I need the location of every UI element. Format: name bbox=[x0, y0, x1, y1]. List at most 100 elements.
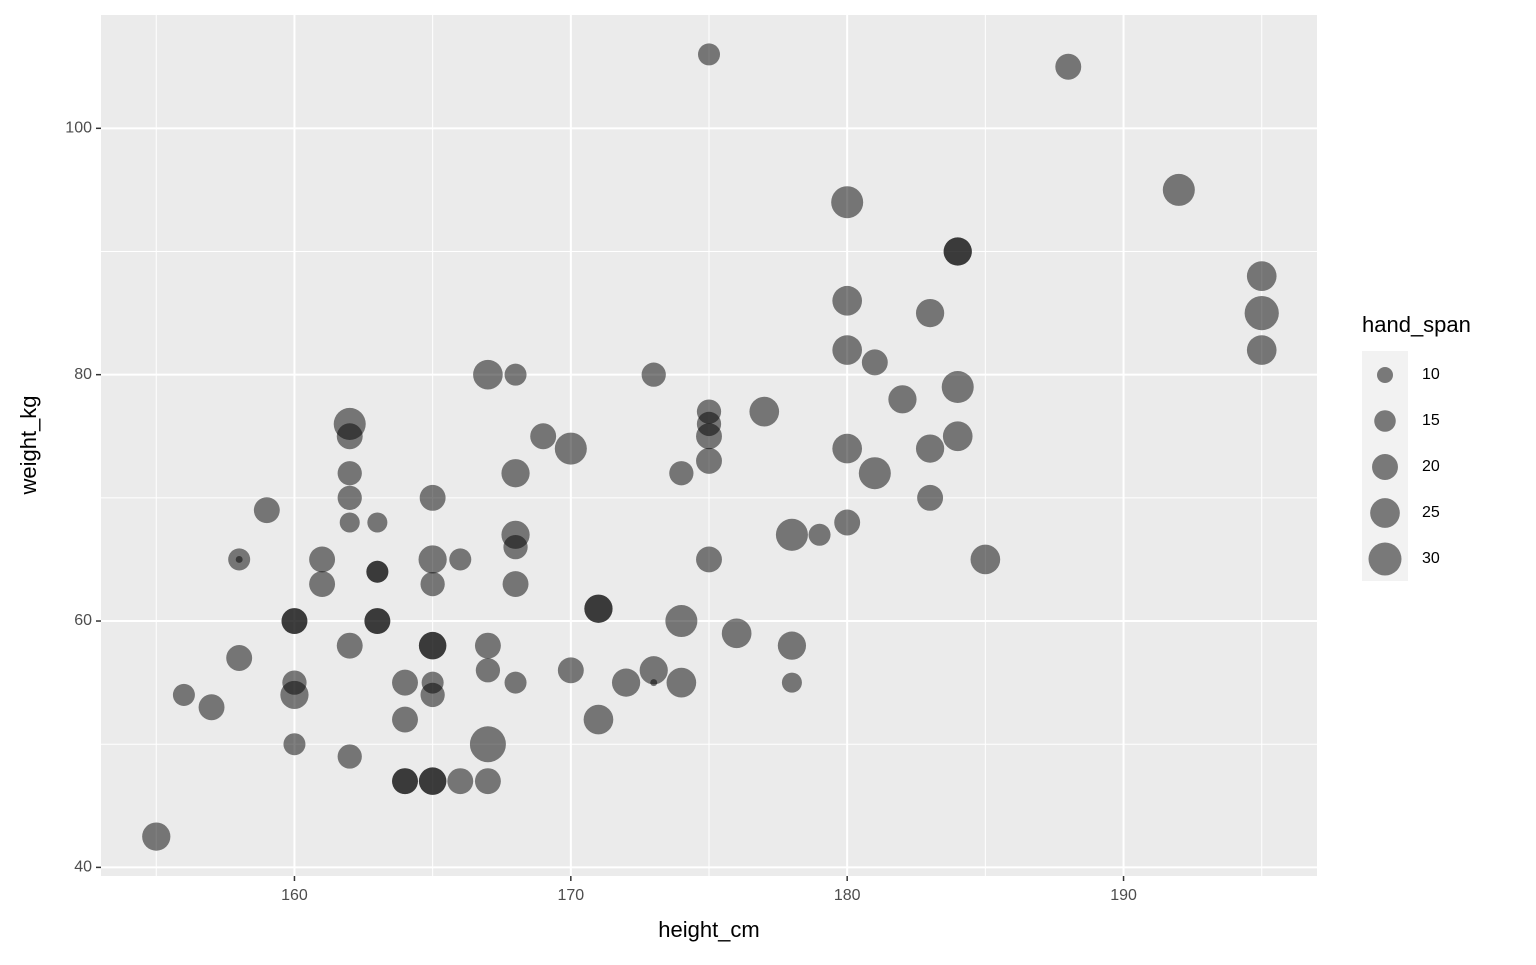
point bbox=[420, 571, 445, 597]
point bbox=[554, 432, 587, 465]
legend-key bbox=[1370, 498, 1400, 528]
point bbox=[474, 632, 501, 659]
legend-key bbox=[1374, 410, 1396, 432]
point bbox=[888, 385, 917, 414]
point bbox=[584, 594, 613, 623]
point bbox=[641, 362, 666, 387]
legend-label: 15 bbox=[1422, 412, 1440, 429]
y-axis-title: weight_kg bbox=[16, 395, 41, 495]
point bbox=[339, 512, 360, 533]
point bbox=[1246, 335, 1277, 365]
point bbox=[504, 671, 527, 694]
legend-label: 10 bbox=[1422, 366, 1440, 383]
point bbox=[666, 667, 697, 698]
point bbox=[469, 726, 506, 763]
point bbox=[172, 683, 195, 706]
y-tick-label: 100 bbox=[65, 120, 92, 137]
point bbox=[337, 485, 362, 510]
point bbox=[915, 298, 945, 328]
point bbox=[775, 518, 808, 551]
point bbox=[235, 555, 243, 563]
point bbox=[226, 645, 253, 671]
point bbox=[392, 669, 418, 696]
x-tick-label: 170 bbox=[557, 887, 584, 904]
point bbox=[696, 423, 722, 450]
point bbox=[639, 656, 668, 685]
point bbox=[419, 484, 446, 511]
point bbox=[749, 396, 780, 427]
point bbox=[1055, 53, 1082, 80]
point bbox=[474, 768, 501, 795]
point bbox=[611, 668, 641, 697]
point bbox=[309, 546, 336, 573]
point bbox=[392, 768, 418, 795]
point bbox=[337, 461, 362, 486]
point bbox=[808, 523, 831, 546]
y-tick-label: 40 bbox=[74, 859, 92, 876]
point bbox=[557, 657, 584, 684]
point bbox=[941, 370, 974, 404]
point bbox=[309, 571, 336, 598]
point bbox=[503, 534, 528, 560]
x-tick-label: 160 bbox=[281, 887, 308, 904]
point bbox=[832, 285, 863, 316]
point bbox=[475, 658, 501, 683]
legend-key bbox=[1372, 454, 1398, 480]
point bbox=[1162, 173, 1195, 206]
point bbox=[697, 43, 721, 66]
point bbox=[367, 512, 388, 533]
point bbox=[336, 423, 363, 450]
point bbox=[280, 680, 309, 710]
point bbox=[917, 484, 944, 511]
legend-label: 30 bbox=[1422, 550, 1440, 567]
point bbox=[1244, 295, 1279, 331]
point bbox=[420, 682, 445, 708]
legend-label: 20 bbox=[1422, 458, 1440, 475]
y-tick-label: 80 bbox=[74, 366, 92, 383]
point bbox=[970, 544, 1001, 575]
point bbox=[418, 631, 447, 660]
point bbox=[832, 335, 863, 365]
point bbox=[447, 768, 474, 795]
point bbox=[669, 461, 694, 486]
point bbox=[777, 631, 807, 660]
point bbox=[696, 546, 722, 573]
point bbox=[501, 459, 530, 488]
point bbox=[861, 349, 888, 376]
point bbox=[504, 363, 527, 386]
x-axis-title: height_cm bbox=[658, 917, 760, 942]
point bbox=[283, 733, 306, 756]
point bbox=[142, 822, 171, 851]
point bbox=[253, 497, 280, 524]
point bbox=[418, 767, 447, 795]
point bbox=[943, 237, 972, 266]
point bbox=[530, 423, 557, 450]
x-tick-label: 190 bbox=[1110, 887, 1137, 904]
point bbox=[281, 608, 308, 634]
legend-key bbox=[1377, 367, 1393, 383]
point bbox=[858, 457, 891, 490]
legend-label: 25 bbox=[1422, 504, 1440, 521]
point bbox=[942, 421, 973, 452]
y-tick-label: 60 bbox=[74, 612, 92, 629]
point bbox=[665, 605, 698, 638]
point bbox=[418, 545, 447, 574]
point bbox=[583, 704, 614, 735]
point bbox=[834, 509, 861, 536]
point bbox=[781, 672, 802, 693]
point bbox=[337, 744, 362, 769]
point bbox=[336, 632, 363, 659]
point bbox=[392, 706, 418, 733]
point bbox=[696, 447, 722, 474]
point bbox=[1246, 261, 1277, 291]
legend-key bbox=[1368, 542, 1402, 576]
point bbox=[831, 186, 864, 219]
point bbox=[721, 618, 752, 649]
x-tick-label: 180 bbox=[834, 887, 861, 904]
point bbox=[650, 679, 658, 687]
point bbox=[502, 571, 529, 598]
legend-title: hand_span bbox=[1362, 312, 1471, 337]
point bbox=[473, 359, 503, 390]
point bbox=[364, 608, 391, 634]
